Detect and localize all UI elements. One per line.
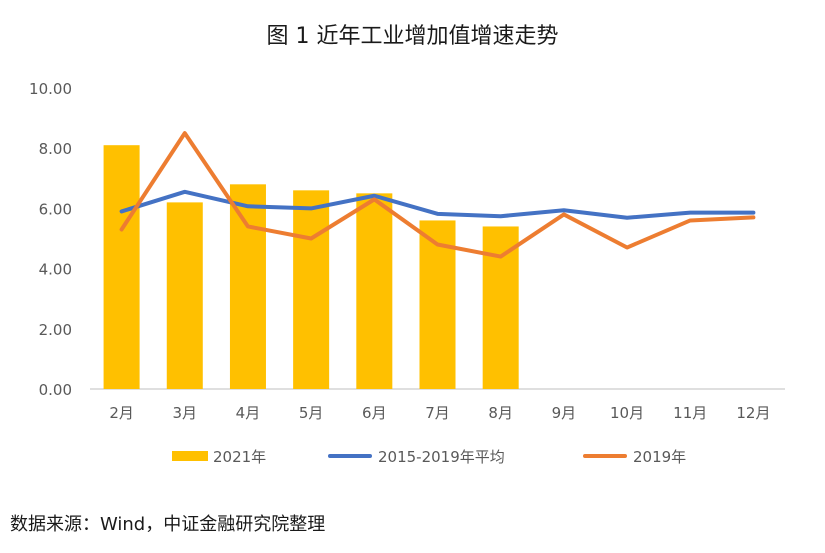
legend-swatch-bar [172, 451, 208, 461]
line-point [752, 212, 754, 214]
y-tick-label: 10.00 [29, 80, 72, 98]
y-tick-label: 6.00 [39, 200, 72, 218]
x-axis-labels: 2月 3月 4月 5月 6月 7月 8月 9月 10月 11月 12月 [109, 404, 770, 422]
bar-series [103, 145, 519, 389]
line-point [752, 216, 754, 218]
source-note: 数据来源：Wind，中证金融研究院整理 [10, 514, 326, 535]
line-point [626, 217, 628, 219]
line-point [310, 238, 312, 239]
bar-8月 [482, 226, 519, 389]
line-point [310, 207, 312, 209]
bar-4月 [229, 184, 266, 389]
y-tick-label: 0.00 [39, 381, 72, 399]
line-point [563, 209, 565, 211]
line-point [626, 247, 628, 249]
line-point [563, 213, 565, 215]
legend: 2021年 2015-2019年平均 2019年 [172, 448, 686, 466]
bar-2月 [103, 145, 140, 389]
bar-5月 [293, 190, 330, 389]
line-point [121, 228, 123, 230]
x-tick-label: 11月 [673, 404, 707, 422]
line-point [500, 215, 502, 217]
line-point [247, 205, 249, 207]
bar-6月 [356, 193, 393, 389]
line-point [247, 225, 249, 227]
line-point [437, 244, 438, 246]
line-point [373, 198, 375, 200]
line-series [119, 131, 756, 259]
y-tick-label: 8.00 [39, 140, 72, 158]
x-tick-label: 5月 [299, 404, 324, 422]
chart-title: 图 1 近年工业增加值增速走势 [266, 24, 559, 49]
line-point [437, 213, 438, 215]
x-tick-label: 12月 [736, 404, 770, 422]
x-tick-label: 8月 [488, 404, 513, 422]
y-tick-label: 2.00 [39, 321, 72, 339]
line-point [184, 132, 186, 134]
line-point [121, 210, 123, 212]
x-tick-label: 2月 [109, 404, 134, 422]
x-tick-label: 3月 [172, 404, 197, 422]
legend-label: 2019年 [633, 448, 686, 466]
line-point [689, 219, 691, 221]
legend-label: 2015-2019年平均 [378, 448, 505, 466]
x-tick-label: 4月 [236, 404, 261, 422]
bar-3月 [166, 202, 203, 389]
line-point [373, 195, 375, 197]
x-tick-label: 7月 [425, 404, 450, 422]
line-point [184, 191, 186, 193]
y-tick-label: 4.00 [39, 261, 72, 279]
y-axis-ticks: 0.00 2.00 4.00 6.00 8.00 10.00 [29, 80, 72, 399]
x-tick-label: 10月 [610, 404, 644, 422]
x-tick-label: 9月 [552, 404, 577, 422]
x-tick-label: 6月 [362, 404, 387, 422]
line-point [500, 256, 502, 258]
line-point [689, 212, 691, 214]
legend-label: 2021年 [213, 448, 266, 466]
